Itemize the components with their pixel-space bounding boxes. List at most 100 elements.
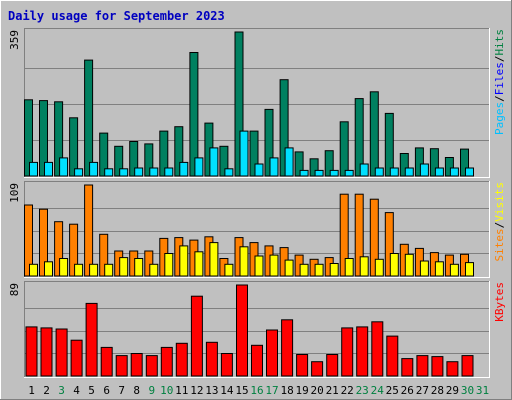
bar-kbytes-day-9 — [145, 355, 158, 377]
bar-hits-day-15 — [234, 31, 244, 177]
bar-sites-day-1 — [24, 204, 33, 277]
bar-hits-day-27 — [414, 147, 424, 177]
x-tick-label: 29 — [446, 384, 459, 397]
bar-hits-day-26 — [399, 153, 409, 177]
bar-sites-day-9 — [144, 250, 154, 277]
legend-item: Hits — [493, 29, 506, 56]
bar-pages-day-29 — [449, 167, 459, 177]
bar-kbytes-day-12 — [190, 295, 203, 377]
bar-kbytes-day-4 — [70, 339, 83, 377]
bar-pages-day-20 — [314, 169, 324, 177]
x-tick-label: 14 — [220, 384, 234, 397]
legend-kbytes: KBytes — [493, 282, 506, 322]
bar-kbytes-day-24 — [371, 321, 384, 377]
bar-sites-day-22 — [339, 193, 349, 277]
bar-kbytes-day-28 — [431, 356, 444, 377]
bar-pages-day-7 — [119, 168, 129, 177]
legend-visits-sites: Sites/Visits — [493, 182, 506, 262]
bar-sites-day-4 — [69, 223, 79, 277]
bar-pages-day-2 — [44, 161, 53, 177]
bar-hits-day-5 — [84, 59, 94, 177]
x-tick-label: 15 — [235, 384, 248, 397]
bar-visits-day-4 — [74, 263, 84, 277]
bar-visits-day-2 — [44, 261, 53, 277]
bar-kbytes-day-30 — [461, 355, 474, 377]
bar-kbytes-day-5 — [85, 302, 98, 377]
bar-pages-day-26 — [404, 167, 414, 177]
bar-visits-day-27 — [419, 260, 429, 277]
bar-hits-day-2 — [39, 100, 48, 177]
x-tick-label: 22 — [341, 384, 354, 397]
bar-pages-day-8 — [134, 167, 144, 177]
x-tick-label: 4 — [73, 384, 80, 397]
legend-item: / — [493, 56, 506, 63]
x-tick-label: 20 — [310, 384, 323, 397]
bar-kbytes-day-8 — [130, 353, 143, 377]
bar-visits-day-26 — [404, 253, 414, 277]
bar-pages-day-1 — [29, 161, 38, 177]
bar-hits-day-25 — [384, 112, 394, 177]
x-tick-label: 26 — [401, 384, 414, 397]
x-tick-label: 28 — [431, 384, 444, 397]
bar-sites-day-3 — [54, 221, 64, 277]
bar-pages-day-3 — [59, 157, 69, 177]
x-tick-label: 9 — [148, 384, 155, 397]
bar-visits-day-24 — [374, 258, 384, 277]
bar-visits-day-3 — [59, 258, 69, 277]
bar-kbytes-day-7 — [115, 355, 128, 377]
bar-hits-day-9 — [144, 143, 154, 177]
x-tick-label: 2 — [43, 384, 50, 397]
bar-visits-day-18 — [284, 259, 294, 277]
panel-hits-files-pages: 359 Pages/Files/Hits — [8, 28, 506, 178]
x-tick-label: 21 — [326, 384, 339, 397]
bar-pages-day-10 — [164, 167, 174, 177]
x-tick-label: 23 — [356, 384, 369, 397]
y-max-label: 359 — [8, 30, 21, 50]
bar-sites-day-24 — [369, 198, 379, 277]
legend-item: KBytes — [493, 282, 506, 322]
bar-visits-day-14 — [224, 263, 234, 277]
x-tick-label: 13 — [205, 384, 218, 397]
bar-visits-day-19 — [299, 263, 309, 277]
legend-item: / — [493, 222, 506, 229]
bar-pages-day-5 — [89, 161, 99, 177]
bar-hits-day-29 — [444, 157, 454, 177]
bar-visits-day-29 — [449, 263, 459, 277]
bar-kbytes-day-20 — [311, 361, 324, 377]
bar-visits-day-23 — [359, 256, 369, 277]
series-pages — [29, 130, 474, 177]
legend-hits-files-pages: Pages/Files/Hits — [493, 29, 506, 135]
bar-sites-day-6 — [99, 233, 109, 277]
x-tick-label: 19 — [295, 384, 308, 397]
legend-item: Files — [493, 62, 506, 95]
series-sites — [24, 184, 469, 277]
bar-visits-day-6 — [104, 263, 114, 277]
bar-pages-day-19 — [299, 169, 309, 177]
bar-sites-day-25 — [384, 212, 394, 277]
bar-visits-day-11 — [179, 245, 189, 277]
bar-pages-day-17 — [269, 157, 279, 177]
x-axis-labels: 1 2 3 4 5 6 7 8 9 10 11 12 13 14 15 16 17 18 19 20 21 22 23 24 2… — [28, 384, 489, 397]
bar-visits-day-12 — [194, 251, 204, 277]
bar-kbytes-day-15 — [236, 284, 248, 377]
bar-pages-day-23 — [359, 163, 369, 177]
bar-hits-day-17 — [264, 108, 274, 177]
bar-kbytes-day-6 — [100, 346, 113, 377]
bar-visits-day-25 — [389, 253, 399, 277]
bar-pages-day-4 — [74, 168, 84, 177]
bar-kbytes-day-19 — [296, 354, 309, 377]
bar-hits-day-4 — [69, 117, 79, 177]
x-tick-label: 25 — [386, 384, 399, 397]
x-tick-label: 27 — [416, 384, 429, 397]
bar-pages-day-13 — [209, 147, 219, 177]
bar-pages-day-27 — [419, 163, 429, 177]
y-max-label: 89 — [8, 283, 21, 296]
x-tick-label: 1 — [28, 384, 35, 397]
bar-kbytes-day-21 — [326, 354, 339, 377]
x-tick-label: 12 — [190, 384, 203, 397]
bar-pages-day-28 — [434, 167, 444, 177]
bar-kbytes-day-26 — [401, 358, 414, 377]
x-tick-label: 24 — [371, 384, 385, 397]
bar-hits-day-21 — [324, 150, 334, 177]
bar-pages-day-16 — [254, 163, 264, 177]
